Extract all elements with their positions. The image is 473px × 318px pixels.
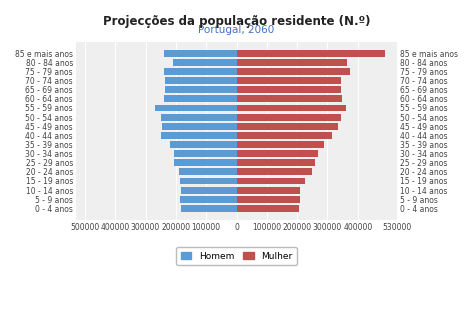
Bar — [236, 123, 338, 130]
Bar — [181, 205, 236, 212]
Bar — [180, 196, 236, 203]
Bar — [161, 114, 236, 121]
Text: Portugal, 2060: Portugal, 2060 — [198, 24, 275, 35]
Bar — [236, 86, 341, 93]
Bar — [236, 196, 299, 203]
Bar — [162, 123, 236, 130]
Bar — [236, 77, 341, 84]
Bar — [236, 159, 315, 166]
Bar — [236, 132, 332, 139]
Bar — [236, 105, 346, 111]
Bar — [164, 68, 236, 75]
Bar — [236, 95, 342, 102]
Bar — [164, 50, 236, 57]
Bar — [181, 187, 236, 194]
Bar — [236, 141, 324, 148]
Bar — [236, 205, 299, 212]
Bar — [179, 169, 236, 175]
Bar — [155, 105, 236, 111]
Title: Projecções da população residente (N.º): Projecções da população residente (N.º) — [103, 15, 370, 28]
Bar — [236, 187, 300, 194]
Bar — [236, 50, 385, 57]
Bar — [173, 59, 236, 66]
Bar — [165, 77, 236, 84]
Bar — [161, 132, 236, 139]
Bar — [164, 95, 236, 102]
Bar — [170, 141, 236, 148]
Bar — [180, 177, 236, 184]
Bar — [175, 159, 236, 166]
Legend: Homem, Mulher: Homem, Mulher — [176, 247, 297, 265]
Bar — [236, 114, 341, 121]
Bar — [165, 86, 236, 93]
Bar — [236, 177, 305, 184]
Bar — [236, 150, 318, 157]
Bar — [175, 150, 236, 157]
Bar — [236, 59, 347, 66]
Bar — [236, 68, 350, 75]
Bar — [236, 169, 312, 175]
